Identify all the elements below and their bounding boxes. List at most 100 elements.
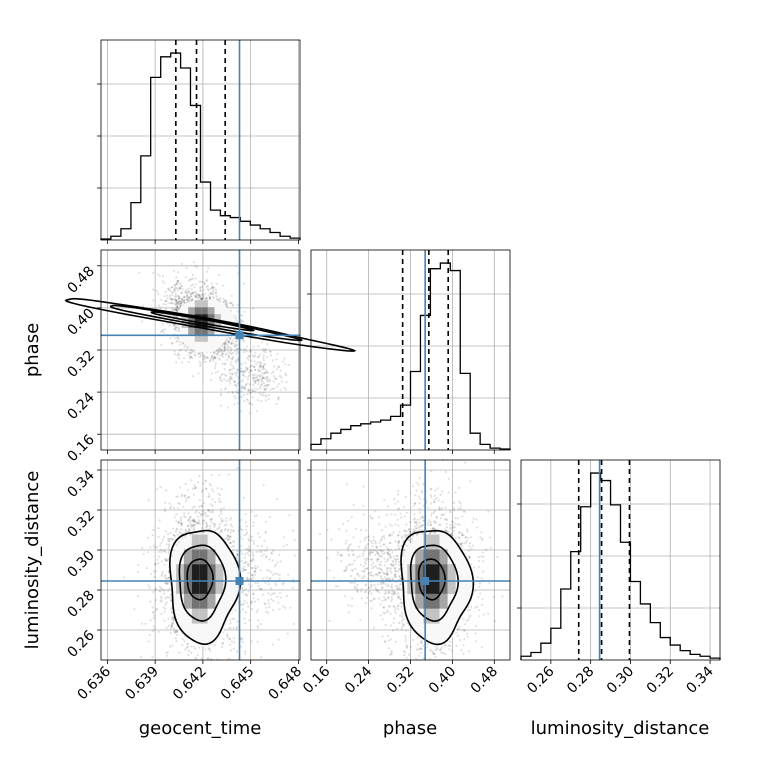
sample-point — [240, 363, 243, 366]
sample-point — [175, 528, 178, 531]
sample-point — [158, 550, 161, 554]
sample-point — [268, 393, 271, 397]
sample-point — [209, 296, 212, 299]
sample-point — [164, 530, 167, 533]
panel-2d-phase-vs-luminosity-distance: 0.16 0.24 0.32 0.40 0.48 — [300, 459, 511, 697]
sample-point — [250, 600, 253, 603]
sample-point — [183, 346, 186, 349]
sample-point — [261, 384, 264, 387]
sample-point — [256, 544, 259, 548]
sample-point — [175, 299, 178, 302]
sample-point — [223, 299, 226, 302]
sample-point — [177, 279, 180, 282]
sample-point — [171, 342, 174, 345]
sample-point — [265, 356, 269, 359]
sample-point — [211, 286, 214, 289]
sample-point — [397, 592, 400, 595]
sample-point — [400, 614, 403, 617]
sample-point — [256, 379, 259, 382]
sample-point — [246, 601, 249, 604]
sample-point — [474, 640, 477, 643]
sample-point — [245, 345, 248, 348]
sample-point — [168, 294, 171, 298]
sample-point — [172, 327, 176, 330]
sample-point — [157, 292, 160, 295]
sample-point — [227, 627, 231, 630]
sample-point — [188, 296, 191, 300]
sample-point — [216, 350, 219, 353]
sample-point — [176, 533, 179, 537]
sample-point — [144, 622, 147, 625]
sample-point — [251, 396, 254, 399]
sample-point — [235, 390, 238, 393]
sample-point — [240, 559, 243, 563]
sample-point — [170, 286, 173, 289]
sample-point — [187, 298, 190, 301]
sample-point — [228, 380, 231, 383]
sample-point — [228, 337, 232, 340]
sample-point — [181, 638, 184, 641]
sample-point — [225, 374, 228, 377]
sample-point — [205, 297, 208, 300]
sample-point — [262, 354, 265, 357]
sample-point — [271, 643, 274, 646]
sample-point — [457, 627, 460, 631]
sample-point — [458, 531, 461, 534]
sample-point — [230, 360, 233, 363]
sample-point — [482, 555, 485, 558]
sample-point — [257, 383, 260, 386]
sample-point — [460, 649, 463, 652]
sample-point — [162, 331, 165, 334]
sample-point — [454, 537, 457, 540]
sample-point — [263, 602, 266, 605]
sample-point — [243, 565, 246, 568]
sample-point — [232, 356, 235, 359]
sample-point — [175, 640, 178, 643]
sample-point — [260, 550, 263, 554]
sample-point — [233, 337, 236, 340]
sample-point — [184, 648, 187, 651]
sample-point — [232, 367, 236, 370]
sample-point — [261, 371, 264, 374]
sample-point — [220, 507, 223, 511]
sample-point — [271, 387, 274, 391]
sample-point — [210, 292, 213, 296]
sample-point — [186, 297, 189, 301]
sample-point — [178, 300, 181, 303]
sample-point — [229, 523, 232, 526]
sample-point — [236, 344, 239, 347]
sample-point — [244, 521, 247, 524]
sample-point — [480, 646, 483, 649]
sample-point — [389, 567, 392, 570]
sample-point — [243, 349, 246, 352]
sample-point — [189, 355, 192, 358]
x-tick-label-phase: 0.32 — [384, 664, 417, 697]
sample-point — [199, 362, 202, 365]
sample-point — [273, 365, 276, 368]
sample-point — [216, 528, 219, 531]
sample-point — [264, 530, 267, 533]
sample-point — [157, 527, 160, 530]
sample-point — [159, 548, 162, 552]
sample-point — [195, 293, 198, 296]
sample-point — [153, 614, 156, 617]
sample-point — [205, 285, 208, 288]
sample-point — [201, 523, 205, 526]
sample-point — [282, 536, 285, 539]
sample-point — [192, 493, 195, 496]
sample-point — [257, 550, 260, 553]
sample-point — [223, 363, 226, 366]
sample-point — [193, 484, 196, 487]
sample-point — [228, 372, 231, 375]
sample-point — [206, 356, 209, 359]
sample-point — [218, 514, 221, 517]
sample-point — [231, 372, 235, 375]
sample-point — [230, 640, 233, 643]
sample-point — [269, 379, 272, 382]
sample-point — [190, 479, 193, 482]
sample-point — [401, 615, 404, 619]
sample-point — [250, 567, 254, 570]
sample-point — [172, 269, 175, 272]
sample-point — [249, 383, 252, 386]
sample-point — [164, 597, 167, 600]
